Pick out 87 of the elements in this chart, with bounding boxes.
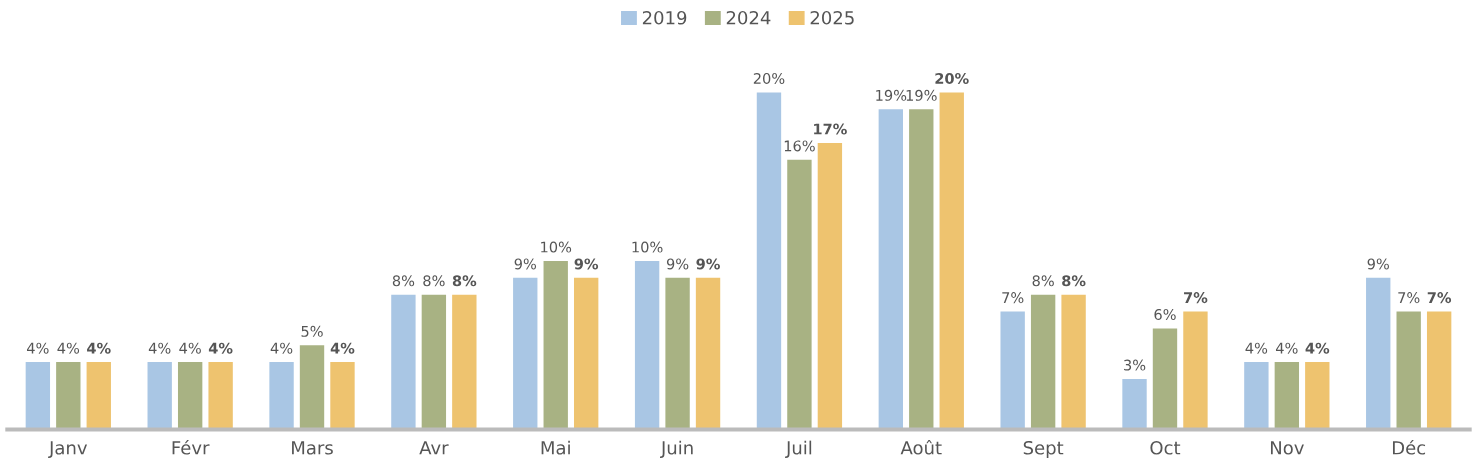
data-label: 8% (1062, 275, 1086, 287)
bar (56, 362, 81, 430)
bar (391, 294, 416, 430)
x-tick-label: Oct (1150, 440, 1181, 455)
bar (574, 277, 599, 430)
bar (147, 362, 172, 430)
data-label: 17% (814, 123, 847, 135)
data-label: 9% (514, 258, 537, 270)
bar (86, 362, 111, 430)
data-label: 4% (26, 342, 49, 354)
bar (1030, 294, 1056, 430)
x-tick-label: Juin (660, 440, 693, 458)
data-label: 20% (753, 72, 785, 84)
x-tick-label: Avr (419, 441, 449, 455)
bar (269, 362, 294, 430)
data-label: 9% (696, 258, 720, 270)
data-label: 9% (574, 258, 599, 270)
bar (909, 109, 934, 430)
data-label: 8% (423, 275, 445, 287)
bar (543, 260, 568, 430)
data-label: 4% (270, 342, 293, 354)
legend-label: 2025 (810, 10, 854, 25)
data-label: 4% (179, 342, 201, 354)
bar (1122, 378, 1147, 430)
data-label: 7% (1427, 292, 1452, 304)
bar (1274, 362, 1300, 430)
data-label: 4% (330, 342, 355, 354)
bar (1366, 277, 1391, 430)
x-tick-label: Sept (1023, 440, 1064, 459)
data-label: 10% (632, 241, 663, 253)
x-tick-label: Mai (541, 440, 570, 455)
legend-label: 2019 (642, 10, 687, 25)
bar (878, 109, 903, 430)
data-label: 4% (1245, 342, 1268, 354)
data-label: 3% (1124, 359, 1146, 371)
data-label: 7% (1184, 292, 1208, 304)
data-label: 7% (1002, 292, 1024, 304)
data-label: 4% (1275, 342, 1298, 354)
bar (299, 345, 325, 430)
bar (787, 159, 812, 430)
bar (1183, 311, 1208, 430)
data-label: 4% (57, 342, 80, 354)
bar (1426, 311, 1452, 430)
bar (817, 142, 843, 430)
data-label: 5% (301, 325, 323, 337)
data-label: 16% (784, 140, 815, 152)
bar (1152, 328, 1178, 430)
data-label: 4% (148, 342, 171, 354)
bar (208, 362, 233, 430)
data-label: 4% (208, 342, 233, 354)
x-tick-label: Nov (1270, 441, 1304, 455)
data-label: 10% (541, 241, 572, 253)
data-label: 7% (1398, 292, 1420, 304)
bar (634, 260, 660, 430)
bar (1000, 311, 1025, 430)
bar (756, 92, 782, 430)
data-label: 8% (452, 275, 477, 287)
data-label: 19% (906, 89, 937, 101)
data-label: 6% (1154, 308, 1176, 320)
x-tick-label: Août (900, 439, 942, 455)
data-label: 8% (392, 275, 415, 287)
data-label: 4% (87, 342, 111, 354)
bar (1396, 311, 1421, 430)
data-label: 20% (935, 72, 969, 84)
bar (939, 92, 964, 430)
bar (513, 277, 538, 430)
x-tick-label: Mars (292, 441, 333, 455)
bar (1305, 362, 1330, 430)
x-tick-label: Févr (172, 439, 210, 455)
bar (1244, 362, 1269, 430)
data-label: 9% (1367, 258, 1389, 270)
bar (695, 277, 721, 430)
bar (330, 362, 355, 430)
bar (665, 277, 690, 430)
data-label: 8% (1032, 275, 1054, 287)
x-tick-label: Déc (1392, 439, 1426, 455)
bar (452, 294, 477, 430)
bar (421, 294, 447, 430)
bar (177, 362, 203, 430)
bar (1061, 294, 1086, 430)
data-label: 9% (666, 258, 689, 270)
bar (25, 362, 51, 430)
data-label: 4% (1305, 342, 1330, 354)
data-label: 19% (876, 89, 907, 101)
legend-label: 2024 (726, 10, 771, 25)
x-tick-label: Janv (48, 441, 88, 458)
x-tick-label: Juil (785, 440, 812, 458)
